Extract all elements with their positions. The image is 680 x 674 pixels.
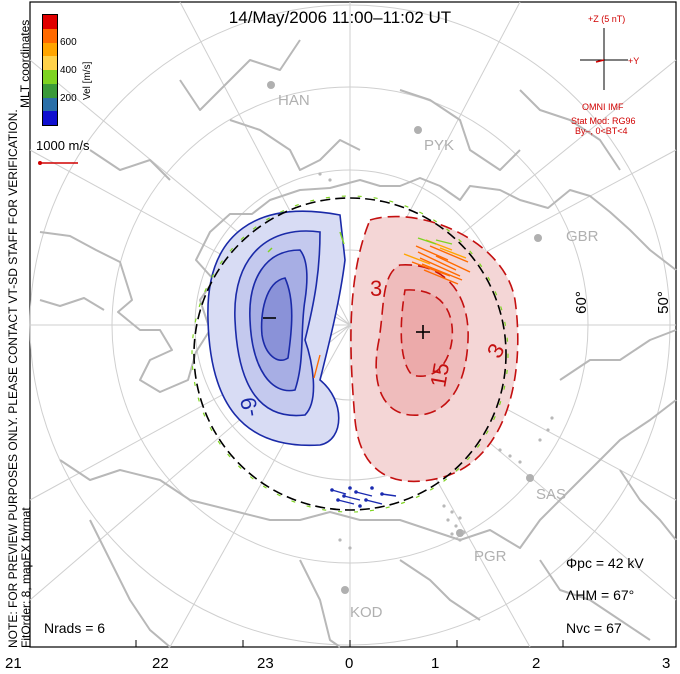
mlt-tick-1: 1 [431,655,440,672]
radar-sites [267,81,542,594]
x-axis-ticks [29,640,677,647]
mlt-tick-3: 3 [662,655,671,672]
site-label-pyk: PYK [424,137,455,154]
site-label-kod: KOD [350,604,383,621]
map-title: 14/May/2006 11:00–11:02 UT [228,8,452,27]
gray-dots [318,172,554,550]
dawn-convection-cell [350,215,519,483]
fit-order-note: FitOrder: 8, mapEX format [19,507,33,648]
site-label-han: HAN [278,92,310,109]
mlt-tick-21: 21 [5,655,22,672]
scale-vector-label: 1000 m/s [36,138,90,153]
contour-label-15: 15 [425,360,455,390]
lat-label-60: 60° [572,291,590,314]
velocity-vectors [267,231,471,508]
imf-condition: By–, 0<BT<4 [575,126,628,136]
site-label-sas: SAS [536,486,567,503]
velocity-colorbar [42,14,58,126]
site-label-gbr: GBR [566,228,599,245]
contour-label-3a: 3 [370,276,383,301]
hm-boundary-vectors [191,195,509,513]
mlt-tick-0: 0 [345,655,354,672]
imf-z-label: +Z (5 nT) [588,14,626,24]
lat-label-50: 50° [654,291,672,314]
scale-vector [38,161,78,165]
imf-model: Stat Mod: RG96 [571,116,636,126]
stat-n-rads: Nrads = 6 [44,620,106,636]
site-label-pgr: PGR [474,548,507,565]
coordinate-note: MLT coordinates [18,19,32,108]
coastlines [39,39,677,648]
imf-source: OMNI IMF [582,102,624,112]
mlt-tick-23: 23 [257,655,274,672]
dusk-convection-cell [207,210,346,447]
hm-boundary [193,197,507,511]
colorbar-label: Vel [m/s] [82,61,93,100]
mlt-tick-22: 22 [152,655,169,672]
stat-phi-pc: Φpc = 42 kV [566,555,644,571]
colorbar-tick-600: 600 [60,37,77,48]
colorbar-tick-200: 200 [60,93,77,104]
mlt-tick-2: 2 [532,655,541,672]
imf-y-label: +Y [628,56,640,66]
stat-lambda-hm: ΛHM = 67° [566,587,635,603]
preview-note: NOTE: FOR PREVIEW PURPOSES ONLY. PLEASE … [6,109,20,648]
colorbar-tick-400: 400 [60,65,77,76]
stat-n-vc: Nvc = 67 [566,620,622,636]
imf-dial [580,28,628,90]
